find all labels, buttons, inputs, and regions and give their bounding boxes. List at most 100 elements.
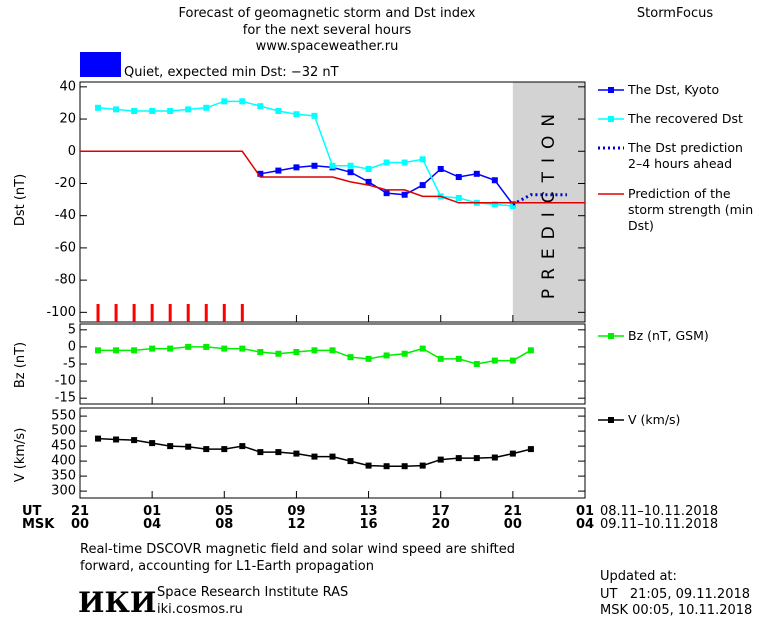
data-point <box>149 107 156 114</box>
data-point <box>509 357 516 364</box>
y-axis-label: Dst (nT) <box>13 174 28 226</box>
data-point <box>419 156 426 163</box>
data-point <box>293 111 300 118</box>
prediction-label: PREDICTION <box>539 105 559 299</box>
legend-label: The recovered Dst <box>628 111 743 126</box>
data-point <box>347 169 354 176</box>
y-tick-label: 300 <box>51 484 76 499</box>
data-point <box>383 352 390 359</box>
panel-frame <box>79 407 586 499</box>
data-point <box>239 443 246 450</box>
panel-frame <box>79 323 586 405</box>
data-point <box>437 165 444 172</box>
legend-marker <box>608 87 614 93</box>
data-point <box>401 191 408 198</box>
data-point <box>167 443 174 450</box>
row-label: MSK <box>22 517 55 532</box>
data-point <box>185 443 192 450</box>
data-point <box>149 345 156 352</box>
data-point <box>365 178 372 185</box>
legend-label: V (km/s) <box>628 412 681 427</box>
data-point <box>419 182 426 189</box>
data-point <box>455 355 462 362</box>
title: Forecast of geomagnetic storm and Dst in… <box>178 6 475 21</box>
data-point <box>437 456 444 463</box>
panel-frame <box>79 81 586 323</box>
data-point <box>239 345 246 352</box>
data-point <box>95 347 102 354</box>
x-tick-label-msk: 04 <box>576 517 594 532</box>
x-tick-label-msk: 20 <box>432 517 450 532</box>
data-point <box>203 104 210 111</box>
data-point <box>491 357 498 364</box>
data-point <box>329 347 336 354</box>
data-point <box>131 347 138 354</box>
y-tick-label: -15 <box>55 391 76 406</box>
data-point <box>419 345 426 352</box>
data-point <box>257 449 264 456</box>
data-point <box>221 345 228 352</box>
data-point <box>221 98 228 105</box>
data-point <box>131 437 138 444</box>
x-tick-label: 21 <box>504 504 522 519</box>
date-range: 09.11–10.11.2018 <box>600 517 718 532</box>
data-point <box>311 347 318 354</box>
data-point <box>347 162 354 169</box>
x-tick-label: 01 <box>576 504 594 519</box>
x-tick-label: 17 <box>432 504 450 519</box>
note: forward, accounting for L1-Earth propaga… <box>80 559 374 574</box>
y-axis-label: V (km/s) <box>13 428 28 483</box>
data-point <box>491 454 498 461</box>
y-tick-label: 550 <box>51 409 76 424</box>
data-point <box>383 190 390 197</box>
x-tick-label-msk: 04 <box>143 517 161 532</box>
updated-label: Updated at: <box>600 569 677 584</box>
data-point <box>257 103 264 110</box>
data-point <box>329 162 336 169</box>
x-tick-label: 13 <box>360 504 378 519</box>
data-point <box>275 350 282 357</box>
data-point <box>491 201 498 208</box>
y-tick-label: 20 <box>59 112 76 127</box>
data-point <box>293 164 300 171</box>
title: www.spaceweather.ru <box>256 39 399 54</box>
updated-msk: MSK 00:05, 10.11.2018 <box>600 603 752 618</box>
legend-label: The Dst prediction 2–4 hours ahead <box>628 140 743 171</box>
data-point <box>257 170 264 177</box>
data-point <box>473 170 480 177</box>
data-point <box>365 462 372 469</box>
legend-marker <box>608 417 614 423</box>
legend-marker <box>608 116 614 122</box>
data-point <box>491 177 498 184</box>
data-point <box>437 355 444 362</box>
data-point <box>293 349 300 356</box>
data-point <box>275 167 282 174</box>
data-point <box>509 450 516 457</box>
y-tick-label: 400 <box>51 454 76 469</box>
date-range: 08.11–10.11.2018 <box>600 504 718 519</box>
data-point <box>149 440 156 447</box>
y-tick-label: -20 <box>55 176 76 191</box>
y-tick-label: 450 <box>51 439 76 454</box>
y-tick-label: -5 <box>63 357 76 372</box>
x-tick-label: 05 <box>215 504 233 519</box>
data-point <box>527 446 534 453</box>
y-tick-label: 350 <box>51 469 76 484</box>
logo: ИКИ <box>78 586 156 619</box>
data-point <box>365 165 372 172</box>
data-point <box>527 347 534 354</box>
data-point <box>221 446 228 453</box>
data-point <box>167 345 174 352</box>
data-point <box>113 106 120 113</box>
brand: StormFocus <box>637 6 713 21</box>
y-tick-label: -60 <box>55 240 76 255</box>
data-point <box>275 107 282 114</box>
y-tick-label: 5 <box>68 322 76 337</box>
data-point <box>131 107 138 114</box>
legend-label: The Dst, Kyoto <box>628 82 720 97</box>
data-point <box>347 458 354 465</box>
data-point <box>311 112 318 119</box>
y-tick-label: 0 <box>68 144 76 159</box>
